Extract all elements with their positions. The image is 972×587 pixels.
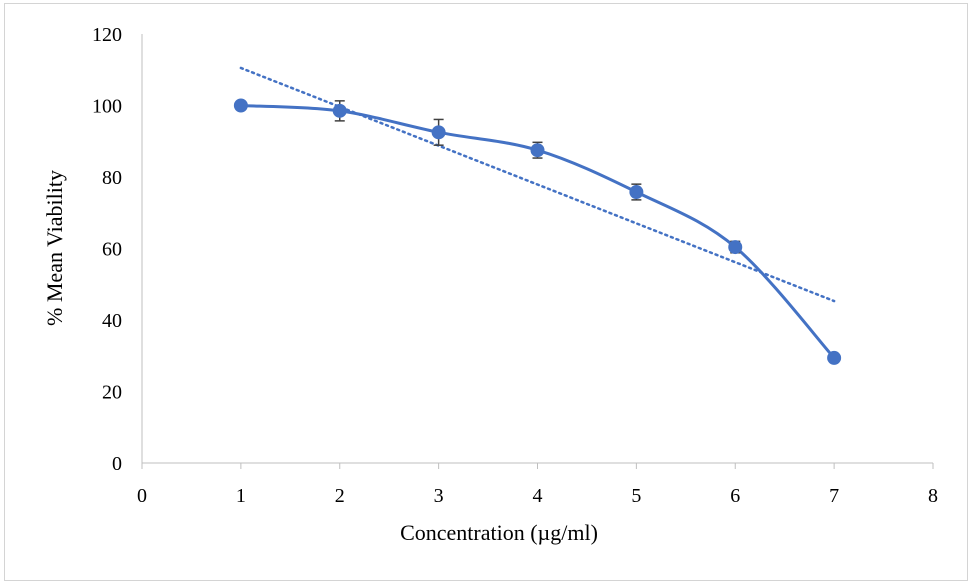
x-tick-label: 5	[631, 485, 641, 507]
y-tick-label: 80	[102, 167, 122, 189]
y-tick-label: 100	[92, 96, 122, 118]
y-tick-label: 40	[102, 310, 122, 332]
y-tick-labels: 0 20 40 60 80 100 120	[92, 24, 122, 475]
x-axis-title: Concentration (µg/ml)	[400, 520, 598, 545]
x-tick-label: 3	[434, 485, 444, 507]
x-tick-label: 8	[928, 485, 938, 507]
axes	[141, 34, 934, 469]
data-point	[233, 98, 248, 113]
data-point	[827, 350, 842, 365]
trendline	[239, 66, 836, 303]
x-tick-label: 4	[533, 485, 543, 507]
linear-trendline	[239, 66, 836, 303]
x-tick-label: 7	[829, 485, 839, 507]
data-point	[728, 240, 743, 255]
y-tick-label: 60	[102, 239, 122, 261]
x-tick-label: 6	[730, 485, 740, 507]
x-tick-label: 0	[137, 485, 147, 507]
chart-frame	[4, 3, 968, 581]
y-tick-label: 120	[92, 24, 122, 46]
x-tick-label: 1	[236, 485, 246, 507]
y-tick-label: 0	[112, 453, 122, 475]
x-tick-labels: 0 1 2 3 4 5 6 7 8	[137, 485, 938, 507]
x-tick-label: 2	[335, 485, 345, 507]
series	[233, 98, 842, 365]
y-axis-title: % Mean Viability	[42, 170, 67, 326]
data-point	[530, 143, 545, 158]
data-point	[629, 185, 644, 200]
y-tick-label: 20	[102, 382, 122, 404]
data-point	[332, 103, 347, 118]
data-point	[431, 125, 446, 140]
